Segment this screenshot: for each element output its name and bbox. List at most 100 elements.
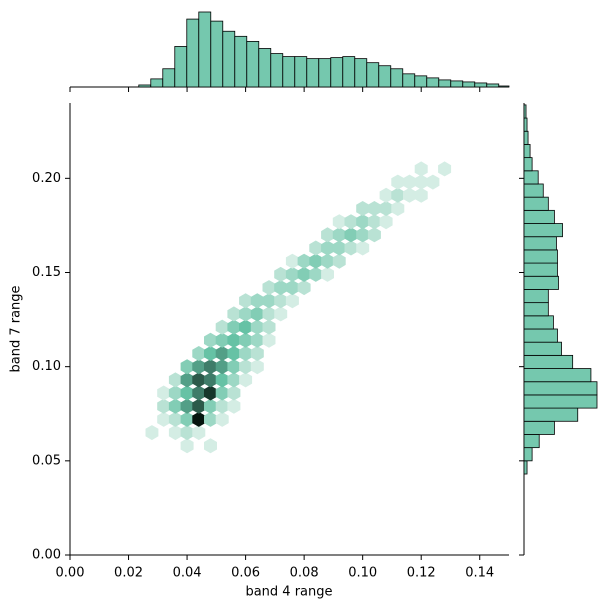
histogram-bar xyxy=(438,79,452,88)
hex-cell xyxy=(204,332,217,348)
histogram-bar xyxy=(523,368,592,383)
histogram-bar xyxy=(523,236,557,251)
hex-cell xyxy=(239,332,253,348)
hex-cell xyxy=(239,306,253,322)
histogram-bar xyxy=(523,341,562,356)
hex-cell xyxy=(250,319,264,335)
histogram-bar xyxy=(390,68,404,88)
hex-cell xyxy=(227,306,241,322)
histogram-bar xyxy=(523,144,531,159)
hex-cell xyxy=(321,227,334,243)
histogram-bar xyxy=(523,434,540,449)
hex-cell xyxy=(250,306,264,322)
histogram-bar xyxy=(462,81,476,88)
hex-cell xyxy=(180,398,194,414)
hex-cell xyxy=(239,346,253,361)
hex-cell xyxy=(332,240,346,256)
hex-cell xyxy=(332,253,346,269)
hex-cell xyxy=(285,253,299,269)
hex-cell xyxy=(367,214,381,230)
hex-cell xyxy=(309,266,323,282)
histogram-bar xyxy=(306,58,320,88)
hex-cell xyxy=(321,253,334,269)
histogram-bar xyxy=(523,407,579,422)
histogram-bar xyxy=(523,209,555,224)
hex-cell xyxy=(309,253,323,269)
hex-cell xyxy=(227,359,241,375)
histogram-bar xyxy=(186,18,200,88)
hex-cell xyxy=(250,293,264,309)
hex-cell xyxy=(321,266,334,282)
histogram-bar xyxy=(210,20,224,88)
histogram-bar xyxy=(246,40,260,88)
hex-cell xyxy=(356,201,370,216)
histogram-bar xyxy=(523,130,529,145)
histogram-bar xyxy=(523,275,559,290)
histogram-bar xyxy=(523,223,563,238)
hex-cell xyxy=(204,438,217,454)
hex-cell xyxy=(250,332,264,348)
hex-cell xyxy=(215,346,229,361)
histogram-bar xyxy=(523,183,544,198)
hex-cell xyxy=(285,280,299,296)
x-tick-label: 0.08 xyxy=(290,566,319,581)
y-tick-label: 0.00 xyxy=(32,548,61,563)
hex-cell xyxy=(321,240,334,256)
histogram-bar xyxy=(523,394,598,409)
histogram-bar xyxy=(523,460,528,475)
hex-cell xyxy=(438,161,452,177)
histogram-bar xyxy=(523,196,549,211)
hex-cell xyxy=(344,214,358,230)
hex-cell xyxy=(274,280,288,296)
hex-cell xyxy=(414,187,428,203)
x-tick-label: 0.14 xyxy=(465,566,494,581)
hex-cell xyxy=(403,174,416,190)
hex-cell xyxy=(192,346,206,361)
hex-cell xyxy=(426,174,440,190)
hex-cell xyxy=(227,372,241,388)
histogram-bar xyxy=(150,78,164,88)
hex-cell xyxy=(414,161,428,177)
hex-cell xyxy=(180,372,194,388)
histogram-bar xyxy=(282,56,296,88)
hex-cell xyxy=(168,398,182,414)
histogram-bar xyxy=(318,58,332,88)
hex-cell xyxy=(180,425,194,441)
hex-cell xyxy=(204,359,217,375)
hex-cell xyxy=(215,332,229,348)
hex-cell xyxy=(227,319,241,335)
histogram-bar xyxy=(222,30,236,88)
hex-cell xyxy=(274,293,288,309)
hex-cell xyxy=(356,240,370,256)
hex-cell xyxy=(168,425,182,441)
histogram-bar xyxy=(523,104,527,119)
hex-cell xyxy=(250,359,264,375)
hex-cell xyxy=(379,201,393,216)
y-tick-label: 0.05 xyxy=(32,453,61,468)
histogram-bar xyxy=(523,249,558,264)
histogram-bar xyxy=(138,84,152,88)
x-tick-label: 0.02 xyxy=(114,566,143,581)
hex-cell xyxy=(157,411,171,427)
hex-cell xyxy=(192,398,206,414)
hex-cell xyxy=(274,306,288,322)
hex-cell xyxy=(215,411,229,427)
hex-cell xyxy=(391,187,405,203)
hex-cell xyxy=(215,372,229,388)
hex-cell xyxy=(204,385,217,401)
hex-cell xyxy=(285,293,299,309)
histogram-bar xyxy=(523,170,539,185)
hex-cell xyxy=(379,214,393,230)
hex-cell xyxy=(332,227,346,243)
histogram-bar xyxy=(523,420,555,435)
histogram-bar xyxy=(354,58,368,88)
x-tick-label: 0.04 xyxy=(173,566,202,581)
histogram-bar xyxy=(523,328,558,343)
hex-cell xyxy=(215,359,229,375)
hex-cell xyxy=(204,411,217,427)
y-tick-label: 0.20 xyxy=(32,171,61,186)
hex-cell xyxy=(262,319,276,335)
hex-cell xyxy=(204,398,217,414)
hex-cell xyxy=(379,187,393,203)
hex-cell xyxy=(262,280,276,296)
